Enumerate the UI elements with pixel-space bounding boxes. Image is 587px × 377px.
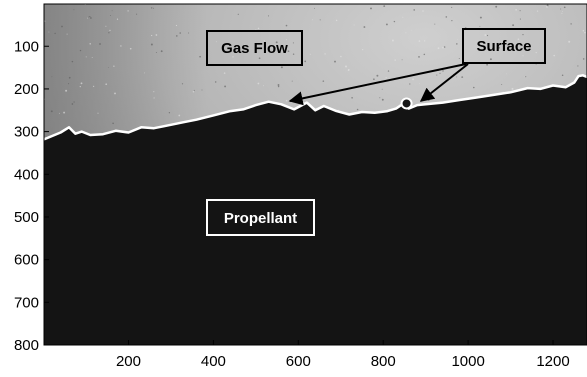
x-tick-label: 400 <box>201 353 226 370</box>
gas-flow-label: Gas Flow <box>221 40 288 57</box>
y-tick-label: 500 <box>14 209 39 226</box>
surface-label: Surface <box>476 38 531 55</box>
surface-arrow-right <box>419 63 469 102</box>
x-tick-label: 1000 <box>451 353 484 370</box>
surface-profile-line <box>44 74 587 141</box>
x-tick-label: 600 <box>286 353 311 370</box>
x-axis: 200 400 600 800 1000 1200 <box>116 340 570 370</box>
y-tick-label: 800 <box>14 337 39 354</box>
x-tick-label: 200 <box>116 353 141 370</box>
y-axis: 100 200 300 400 500 600 700 800 <box>14 38 49 354</box>
y-tick-label: 700 <box>14 294 39 311</box>
y-tick-label: 300 <box>14 124 39 141</box>
y-tick-label: 400 <box>14 166 39 183</box>
y-tick-label: 200 <box>14 81 39 98</box>
propellant-annotation: Propellant <box>206 199 315 236</box>
surface-annotation: Surface <box>288 28 546 106</box>
x-tick-label: 800 <box>371 353 396 370</box>
y-tick-label: 100 <box>14 38 39 55</box>
y-tick-label: 600 <box>14 252 39 269</box>
gas-flow-annotation: Gas Flow <box>206 30 303 66</box>
surface-arrow-left <box>288 63 467 106</box>
x-tick-label: 1200 <box>536 353 569 370</box>
propellant-region <box>44 75 587 345</box>
propellant-label: Propellant <box>224 210 297 227</box>
surface-bubble <box>400 97 413 110</box>
